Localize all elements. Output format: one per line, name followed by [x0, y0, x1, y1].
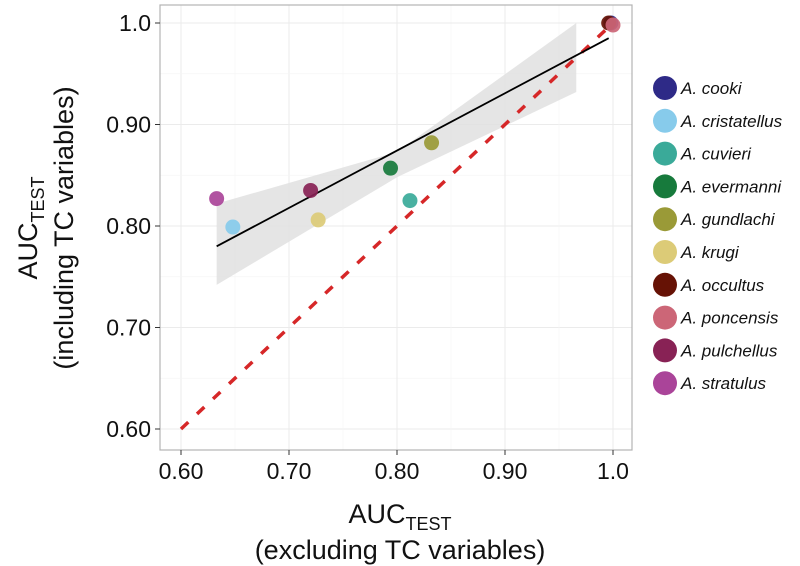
x-axis-title-main: AUCTEST — [348, 499, 451, 534]
confidence-band — [216, 23, 577, 285]
x-tick-label: 1.0 — [597, 458, 629, 484]
legend-swatch — [653, 305, 677, 330]
y-tick-label: 0.70 — [106, 315, 151, 341]
legend-swatch — [653, 141, 677, 166]
data-point — [383, 160, 399, 176]
data-point — [209, 191, 225, 207]
data-point — [402, 193, 418, 209]
legend-swatch — [653, 174, 677, 199]
legend-label: A. pulchellus — [680, 341, 778, 360]
legend-swatch — [653, 108, 677, 133]
legend-label: A. cristatellus — [680, 112, 783, 131]
y-tick-label: 0.90 — [106, 112, 151, 138]
x-tick-label: 0.80 — [375, 458, 420, 484]
legend-swatch — [653, 240, 677, 264]
legend-swatch — [653, 338, 677, 363]
x-axis-title: AUCTEST(excluding TC variables) — [255, 499, 546, 565]
data-point — [303, 182, 319, 198]
y-axis-title: AUCTEST (including TC variables) — [13, 86, 79, 369]
data-point — [225, 219, 241, 235]
y-tick-label: 0.60 — [106, 416, 151, 442]
y-tick-label: 0.80 — [106, 213, 151, 239]
y-axis-title-main: AUCTEST — [13, 176, 48, 279]
data-point — [310, 212, 326, 228]
legend-swatch — [653, 76, 677, 100]
y-tick-label: 1.0 — [119, 10, 151, 36]
legend-label: A. cuvieri — [680, 145, 752, 164]
x-tick-label: 0.90 — [483, 458, 528, 484]
legend-swatch — [653, 207, 677, 232]
legend-label: A. krugi — [680, 243, 740, 262]
legend-label: A. stratulus — [680, 374, 767, 393]
regression-line — [216, 37, 610, 248]
legend-label: A. occultus — [680, 276, 765, 295]
data-point — [605, 17, 621, 33]
legend-label: A. gundlachi — [680, 210, 776, 229]
data-point — [424, 135, 440, 151]
legend-label: A. evermanni — [680, 177, 782, 196]
legend-swatch — [653, 371, 677, 396]
y-axis-title-sub: (including TC variables) — [49, 86, 79, 369]
plot-border — [159, 4, 633, 451]
legend-label: A. cooki — [680, 79, 743, 98]
x-tick-label: 0.70 — [267, 458, 312, 484]
x-tick-label: 0.60 — [159, 458, 204, 484]
x-axis-title-sub: (excluding TC variables) — [255, 535, 546, 565]
legend-swatch — [653, 272, 677, 297]
legend-label: A. poncensis — [680, 309, 779, 328]
